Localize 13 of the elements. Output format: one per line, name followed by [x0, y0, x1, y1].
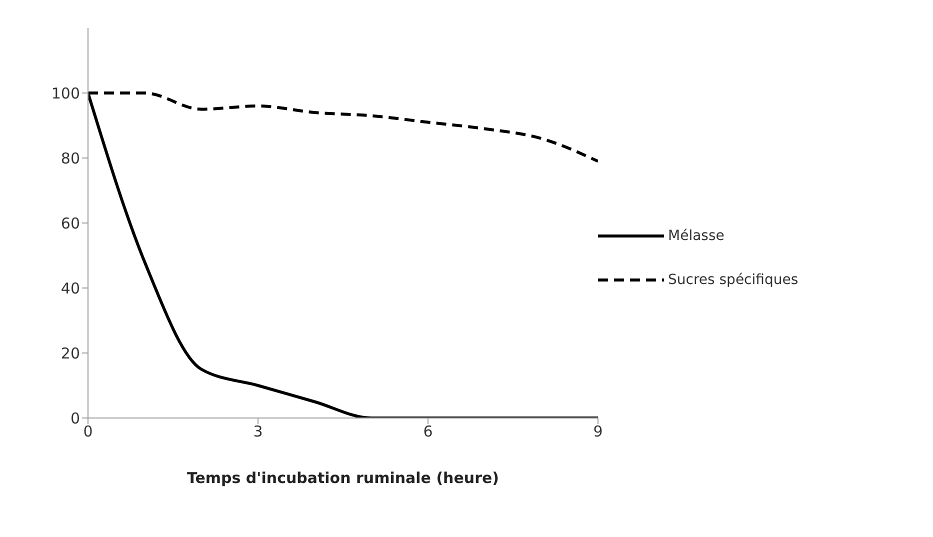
x-tick-label: 3	[253, 422, 263, 441]
y-tick-label: 80	[60, 149, 80, 168]
y-tick-label: 100	[51, 84, 80, 102]
y-tick-label: 60	[60, 214, 80, 232]
x-tick-label: 6	[423, 422, 433, 441]
legend-label: Mélasse	[668, 228, 724, 244]
x-tick-label: 9	[593, 422, 603, 441]
x-axis-title: Temps d'incubation ruminale (heure)	[186, 469, 500, 487]
y-tick-label: 0	[70, 409, 80, 428]
x-tick-label: 0	[83, 422, 93, 441]
legend-label: Sucres spécifiques	[668, 272, 798, 288]
y-tick-label: 20	[60, 344, 80, 362]
y-tick-label: 40	[60, 279, 80, 298]
